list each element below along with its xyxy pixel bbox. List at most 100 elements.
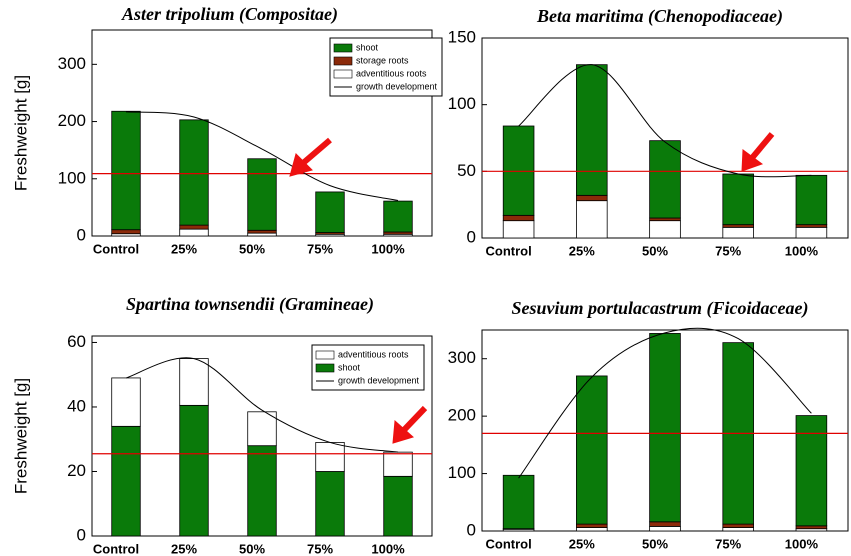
arrow-shaft — [749, 132, 775, 160]
legend-swatch — [333, 69, 353, 79]
growth-curve — [125, 357, 399, 453]
bar-segment — [795, 174, 828, 226]
y-tick-label: 20 — [67, 461, 86, 480]
bar-segment — [111, 377, 141, 427]
growth-curve — [518, 64, 812, 178]
bar-segment — [111, 425, 141, 537]
x-tick-label: 100% — [785, 243, 819, 258]
bar-segment — [576, 200, 608, 239]
bar-segment — [649, 521, 681, 527]
bar-segment — [649, 140, 681, 219]
y-tick-label: 0 — [77, 525, 86, 544]
y-tick-label: 300 — [448, 348, 476, 367]
legend-label: shoot — [338, 362, 361, 372]
x-tick-label: 25% — [171, 241, 197, 256]
bar-segment — [383, 200, 413, 233]
bar-segment — [502, 214, 535, 222]
bar-segment — [179, 224, 209, 230]
legend-label: growth development — [356, 81, 438, 91]
x-tick-label: 50% — [239, 241, 265, 256]
y-tick-label: 40 — [67, 396, 86, 415]
bar-segment — [722, 173, 754, 226]
bar-segment — [179, 404, 209, 537]
bar-segment — [179, 119, 209, 226]
legend-label: shoot — [356, 42, 379, 52]
bar-segment — [315, 191, 345, 233]
legend-label: adventitious roots — [356, 68, 427, 78]
bar-segment — [247, 158, 277, 231]
y-tick-label: 200 — [58, 111, 86, 130]
bar-segment — [502, 474, 535, 530]
x-tick-label: 100% — [371, 541, 405, 556]
x-tick-label: Control — [93, 541, 139, 556]
bar-segment — [722, 226, 754, 239]
legend-swatch — [315, 350, 335, 360]
bar-segment — [722, 523, 754, 528]
bar-segment — [247, 445, 277, 537]
bar-segment — [722, 224, 754, 228]
y-tick-label: 0 — [467, 227, 476, 246]
bar-segment — [111, 110, 141, 231]
legend-swatch — [333, 56, 353, 66]
x-tick-label: 75% — [715, 243, 741, 258]
bar-segment — [502, 125, 535, 216]
bar-segment — [315, 442, 345, 472]
y-tick-label: 150 — [448, 27, 476, 46]
bar-segment — [383, 451, 413, 477]
chart-title: Beta maritima (Chenopodiaceae) — [536, 6, 783, 27]
y-tick-label: 100 — [448, 94, 476, 113]
x-tick-label: 25% — [569, 243, 595, 258]
x-tick-label: 75% — [307, 241, 333, 256]
y-axis-label: Freshweight [g] — [11, 75, 30, 191]
legend: shoot storage roots adventitious roots grow… — [329, 37, 443, 97]
arrow-head — [392, 419, 415, 444]
chart-title: Spartina townsendii (Gramineae) — [126, 294, 374, 315]
bar-segment — [795, 525, 828, 530]
bar-segment — [383, 475, 413, 537]
y-tick-label: 200 — [448, 406, 476, 425]
bar-segment — [315, 471, 345, 537]
arrow-shaft — [401, 405, 428, 433]
x-tick-label: Control — [485, 243, 531, 258]
y-tick-label: 50 — [457, 161, 476, 180]
bar-segment — [795, 415, 828, 527]
bar-segment — [111, 229, 141, 235]
y-axis-label: Freshweight [g] — [11, 378, 30, 494]
arrow-head — [741, 149, 764, 172]
arrows — [289, 132, 775, 444]
bar-segment — [649, 526, 681, 532]
y-tick-label: 60 — [67, 332, 86, 351]
legend-label: storage roots — [356, 55, 409, 65]
legend-label: growth development — [338, 375, 420, 385]
y-tick-label: 300 — [58, 54, 86, 73]
bar-segment — [247, 232, 277, 237]
legend-swatch — [315, 363, 335, 373]
legend: adventitious roots shoot growth developmen… — [311, 344, 425, 391]
x-tick-label: Control — [485, 536, 531, 551]
bar-segment — [576, 64, 608, 196]
y-tick-label: 100 — [58, 168, 86, 187]
bar-segment — [179, 228, 209, 237]
y-tick-label: 0 — [77, 225, 86, 244]
arrow-head — [289, 153, 313, 177]
x-tick-label: Control — [93, 241, 139, 256]
x-tick-label: 50% — [642, 243, 668, 258]
bar-segment — [576, 375, 608, 525]
x-tick-label: 100% — [785, 536, 819, 551]
bar-segment — [576, 194, 608, 202]
bar-segment — [649, 333, 681, 523]
bar-segment — [722, 527, 754, 532]
legend-swatch — [333, 43, 353, 53]
y-tick-label: 100 — [448, 463, 476, 482]
growth-curve — [518, 327, 812, 479]
chart-title: Aster tripolium (Compositae) — [121, 4, 338, 25]
x-tick-label: 25% — [569, 536, 595, 551]
chart-title: Sesuvium portulacastrum (Ficoidaceae) — [512, 298, 809, 319]
arrow-shaft — [300, 137, 332, 167]
bar-segment — [649, 220, 681, 239]
y-tick-label: 0 — [467, 520, 476, 539]
bar-segment — [247, 229, 277, 234]
bar-segment — [502, 220, 535, 239]
x-tick-label: 75% — [307, 541, 333, 556]
bar-segment — [795, 226, 828, 239]
